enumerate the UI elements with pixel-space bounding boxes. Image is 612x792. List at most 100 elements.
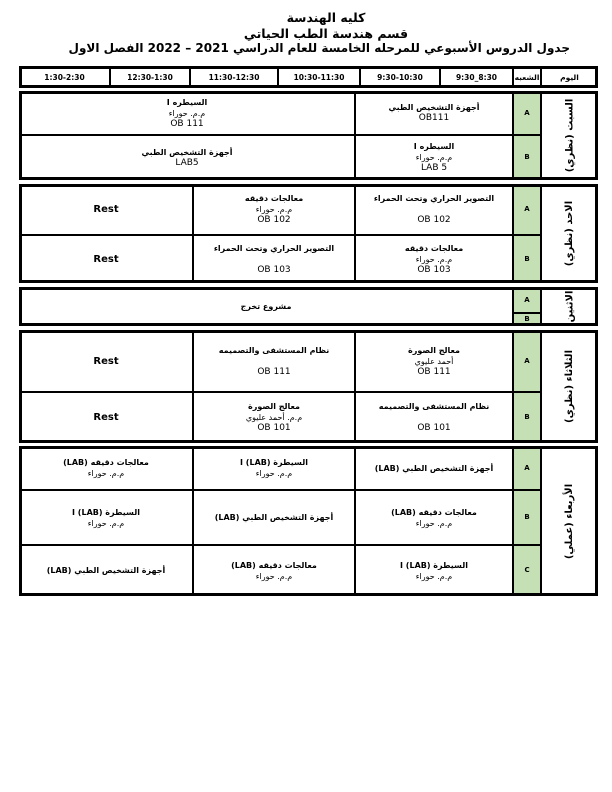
section-label: C	[524, 566, 530, 574]
class-cell: Rest	[19, 184, 193, 235]
section-cell: A	[513, 446, 541, 490]
class-cell: التصوير الحراري وتحت الحمراء OB 102	[355, 184, 513, 235]
time-slot-header: 9:30-10:30	[360, 66, 440, 88]
day-label: الأربعاء (عملي)	[541, 446, 598, 596]
instructor-name: م.م. حوراء	[255, 571, 293, 581]
day-header: اليوم	[541, 66, 598, 88]
college-name: كليه الهندسة	[286, 10, 366, 25]
room-label: OB 102	[417, 215, 451, 225]
course-title: معالج الصورة	[248, 402, 300, 411]
time-slot-label: 11:30-12:30	[208, 72, 260, 82]
course-title: أجهزة التشخيص الطبي (LAB)	[46, 566, 166, 575]
section-header-label: الشعبه	[514, 72, 540, 82]
section-cell: B	[513, 235, 541, 283]
time-slot-label: 12:30-1:30	[127, 72, 173, 82]
department-name: قسم هندسة الطب الحياتي	[243, 26, 409, 41]
room-label: OB 102	[257, 215, 291, 225]
class-cell: أجهزة التشخيص الطبي (LAB)	[355, 446, 513, 490]
course-title: أجهزة التشخيص الطبي (LAB)	[374, 463, 494, 473]
rest-label: Rest	[93, 412, 119, 423]
time-slot-label: 1:30-2:30	[44, 72, 85, 82]
day-header-label: اليوم	[560, 72, 579, 82]
instructor-name: م.م. حوراء	[87, 518, 125, 528]
instructor-name	[273, 254, 276, 265]
section-cell: B	[513, 313, 541, 326]
course-title: السيطرة I (LAB)	[240, 458, 308, 467]
room-label: OB 111	[417, 366, 451, 377]
class-cell: معالج الصورة أحمد عليوي OB 111	[355, 330, 513, 392]
instructor-name: م.م. حوراء	[87, 469, 125, 478]
instructor-name: م.م. أحمد عليوي	[245, 413, 303, 422]
class-cell: معالجات دقيقه (LAB) م.م. حوراء	[193, 545, 355, 596]
instructor-name: م.م. حوراء	[415, 153, 453, 162]
time-slot-label: 8:30_9:30	[455, 72, 498, 82]
day-name: الاثنين	[564, 290, 576, 323]
rest-label: Rest	[93, 204, 119, 215]
room-label: OB 103	[417, 264, 451, 275]
room-label: OB 101	[417, 423, 451, 433]
room-label: OB 101	[257, 423, 291, 433]
class-cell: Rest	[19, 392, 193, 443]
course-title: السيطرة I (LAB)	[72, 507, 140, 517]
course-title: أجهزة التشخيص الطبي	[141, 147, 233, 157]
course-title: السيطرة I (LAB)	[400, 560, 468, 570]
class-cell: معالج الصورة م.م. أحمد عليوي OB 101	[193, 392, 355, 443]
day-label: الاحد (نظري)	[541, 184, 598, 283]
class-cell: معالجات دقيقه (LAB) م.م. حوراء	[355, 490, 513, 545]
class-cell: السيطرة I (LAB) م.م. حوراء	[19, 490, 193, 545]
time-slot-header: 8:30_9:30	[440, 66, 513, 88]
room-label: OB 111	[170, 118, 204, 129]
class-cell: نظام المستشفى والتصميمه OB 111	[193, 330, 355, 392]
course-title: معالجات دقيقه	[404, 243, 464, 253]
instructor-name: م.م. حوراء	[415, 254, 453, 264]
day-label: الاثنين	[541, 287, 598, 326]
class-cell: السيطره I م.م. حوراء OB 111	[19, 91, 355, 135]
section-cell: B	[513, 490, 541, 545]
class-cell: السيطرة I (LAB) م.م. حوراء	[355, 545, 513, 596]
section-label: A	[524, 356, 530, 365]
class-cell: Rest	[19, 330, 193, 392]
instructor-name	[273, 356, 276, 367]
class-cell: معالجات دقيقه م.م. حوراء OB 103	[355, 235, 513, 283]
section-cell: A	[513, 91, 541, 135]
course-title: معالجات دقيقه (LAB)	[63, 458, 149, 467]
section-cell: A	[513, 184, 541, 235]
section-label: B	[524, 254, 530, 263]
course-title: معالجات دقيقه (LAB)	[231, 560, 317, 570]
course-title: نظام المستشفى والتصميمه	[378, 402, 490, 411]
course-title: السيطره I	[413, 142, 455, 151]
class-cell: معالجات دقيقه م.م. حوراء OB 102	[193, 184, 355, 235]
section-cell: A	[513, 287, 541, 313]
course-title: نظام المستشفى والتصميمه	[218, 345, 330, 355]
class-cell: أجهزة التشخيص الطبي LAB5	[19, 135, 355, 180]
time-slot-header: 12:30-1:30	[110, 66, 190, 88]
instructor-name: أحمد عليوي	[414, 356, 454, 366]
section-label: B	[524, 315, 530, 323]
class-cell: معالجات دقيقه (LAB) م.م. حوراء	[19, 446, 193, 490]
course-title: معالجات دقيقه (LAB)	[391, 507, 477, 517]
section-label: A	[524, 463, 530, 472]
section-cell: B	[513, 392, 541, 443]
instructor-name: م.م. حوراء	[255, 469, 293, 478]
rest-label: Rest	[93, 253, 119, 265]
rest-label: Rest	[93, 355, 119, 367]
schedule-title: جدول الدروس الأسبوعي للمرحله الخامسة للع…	[68, 41, 570, 55]
day-name: الاحد (نظري)	[564, 200, 575, 267]
class-cell: التصوير الحراري وتحت الحمراء OB 103	[193, 235, 355, 283]
section-cell: C	[513, 545, 541, 596]
room-label: OB 111	[257, 366, 291, 377]
time-slot-header: 1:30-2:30	[19, 66, 110, 88]
section-label: B	[524, 413, 530, 421]
class-cell: السيطرة I (LAB) م.م. حوراء	[193, 446, 355, 490]
section-label: A	[524, 108, 530, 117]
section-label: B	[524, 153, 530, 161]
class-cell: السيطره I م.م. حوراء LAB 5	[355, 135, 513, 180]
course-title: معالجات دقيقه	[244, 194, 304, 203]
time-slot-header: 10:30-11:30	[278, 66, 360, 88]
instructor-name: م.م. حوراء	[168, 108, 206, 118]
class-cell: Rest	[19, 235, 193, 283]
course-title: التصوير الحراري وتحت الحمراء	[373, 194, 495, 203]
room-label: OB111	[418, 113, 450, 123]
section-cell: A	[513, 330, 541, 392]
course-title: أجهزة التشخيص الطبي	[388, 103, 480, 112]
